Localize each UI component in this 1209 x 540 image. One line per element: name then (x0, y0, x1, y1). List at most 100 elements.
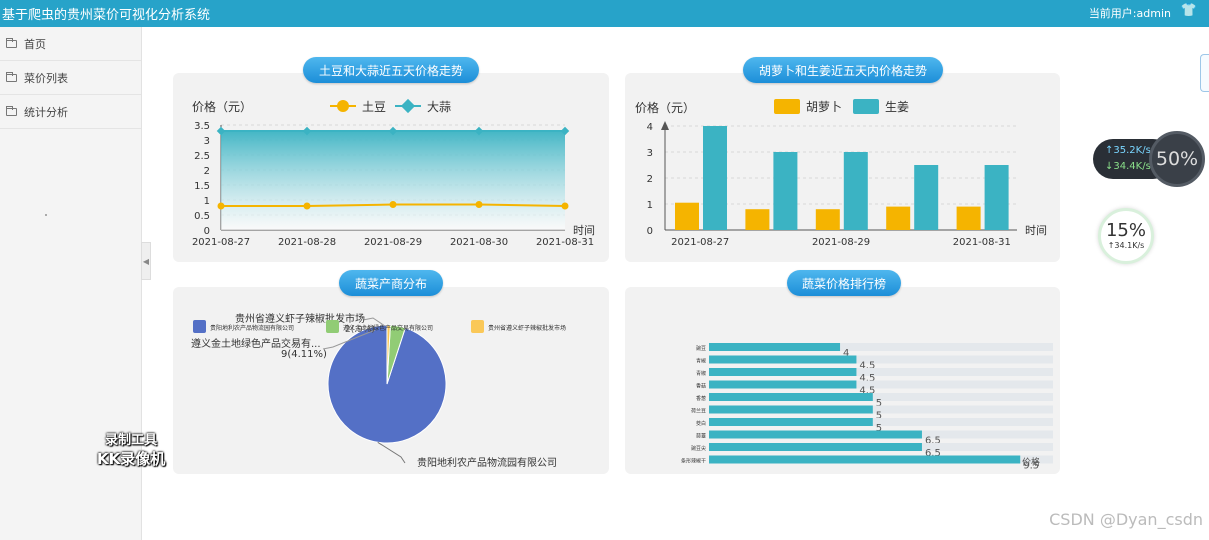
category-label: 香菇 (696, 383, 706, 390)
data-point-potato (389, 201, 397, 208)
label-leader-line (322, 329, 376, 350)
bar-ginger (703, 126, 727, 230)
legend-label: 贵阳地利农产品物流园有限公司 (210, 324, 294, 332)
bar-ginger (914, 165, 939, 230)
sidebar-item-label: 首页 (24, 37, 46, 51)
network-speed-widget[interactable]: ↑35.2K/s ↓34.4K/s 50% (1093, 131, 1207, 187)
x-tick-label: 2021-08-31 (536, 237, 594, 248)
value-label: 4 (843, 348, 849, 359)
legend-label: 贵州省遵义虾子辣椒批发市场 (488, 324, 566, 332)
y-tick-label: 3 (647, 148, 653, 159)
value-label: 4.5 (859, 373, 875, 384)
y-tick-label: 0 (204, 226, 210, 237)
folder-icon (6, 105, 17, 116)
y-tick-label: 3 (204, 136, 210, 147)
bar-track (709, 405, 1053, 414)
value-label: 4.5 (859, 361, 875, 372)
chart-title-ranking: 蔬菜价格排行榜 (787, 270, 901, 296)
folder-icon (6, 37, 17, 48)
label-leader-line (377, 441, 406, 464)
sidebar-item-price-list[interactable]: 菜价列表 (0, 61, 141, 95)
sidebar: 首页 菜价列表 统计分析 (0, 27, 142, 540)
horizontal-bar-chart: 豌豆 4 青椒 4.5 青椒 4.5 香菇 4.5 香葱 5 荷兰豆 5 茭白 5 蒜薹 6.5 豌豆尖 6.5 条… (681, 343, 1053, 472)
bar-track (709, 393, 1053, 401)
shirt-icon[interactable]: 👕 (1180, 3, 1197, 18)
bar (709, 380, 857, 389)
bar-ginger (843, 152, 868, 230)
category-label: 茭白 (696, 420, 706, 427)
sidebar-item-label: 统计分析 (24, 105, 68, 119)
top-header: 基于爬虫的贵州菜价可视化分析系统 当前用户:admin 👕 (0, 0, 1209, 27)
bar (709, 355, 857, 364)
sidebar-collapse-handle[interactable]: ◀ (141, 242, 151, 280)
bar-carrot (956, 206, 981, 230)
pie-chart: 贵阳地利农产品物流园有限公司遵义金土地绿色产品交易有...9(4.11%)贵州省… (191, 312, 566, 469)
bar-track (709, 355, 1053, 364)
data-point-potato (475, 201, 483, 208)
recorder-watermark: 录制工具 KK录像机 (97, 432, 165, 468)
x-tick-label: 2021-08-29 (812, 237, 870, 248)
y-tick-label: 2 (204, 166, 210, 177)
bar (709, 393, 873, 401)
legend-label: 大蒜 (427, 100, 451, 114)
bar (709, 405, 873, 414)
value-label: 6.5 (925, 436, 941, 447)
watermark-line2: KK录像机 (97, 450, 166, 468)
chart-title-producer: 蔬菜产商分布 (339, 270, 443, 296)
bar-track (709, 368, 1053, 376)
data-point-garlic (388, 126, 398, 136)
y-tick-label: 1 (204, 196, 210, 207)
x-tick-label: 2021-08-29 (364, 237, 422, 248)
bar (709, 368, 857, 376)
data-point-garlic (302, 126, 312, 136)
bar-carrot (815, 209, 840, 230)
slice-label: 贵州省遵义虾子辣椒批发市场 (235, 312, 365, 325)
bar-chart: 价格（元） 时间 0 1 2 3 4 2021-08-27 2021-08-29 2021-08-… (635, 99, 1047, 248)
chart-title-potato-garlic: 土豆和大蒜近五天价格走势 (303, 57, 479, 83)
legend-marker (400, 98, 416, 114)
bar (709, 430, 922, 439)
slice-label: 遵义金土地绿色产品交易有... (191, 337, 321, 350)
data-point-potato (561, 202, 569, 210)
y-axis-arrow (661, 121, 669, 130)
x-tick-label: 2021-08-27 (192, 237, 250, 248)
y-axis-title: 价格（元） (192, 99, 252, 114)
data-point-potato (217, 202, 225, 210)
legend-label: 遵义金土地绿色产品交易有限公司 (343, 324, 433, 332)
y-tick-label: 1 (647, 200, 653, 211)
x-tick-label: 2021-08-27 (671, 237, 729, 248)
label-leader-line (362, 317, 386, 327)
bar (709, 455, 1021, 464)
y-tick-label: 0.5 (194, 211, 210, 222)
y-tick-label: 0 (647, 226, 653, 237)
x-tick-label: 2021-08-31 (953, 237, 1011, 248)
y-tick-label: 1.5 (194, 181, 210, 192)
current-user[interactable]: 当前用户:admin (1088, 7, 1171, 20)
sidebar-item-statistics[interactable]: 统计分析 (0, 95, 141, 129)
bar (709, 343, 841, 351)
divider-dot (45, 214, 47, 216)
x-axis-title: 时间 (1025, 224, 1047, 237)
slice-label: 贵阳地利农产品物流园有限公司 (417, 456, 557, 469)
pie-slice (386, 324, 391, 385)
sidebar-item-label: 菜价列表 (24, 71, 68, 85)
cpu-speed: ↑34.1K/s (1107, 241, 1145, 250)
category-label: 青椒 (696, 358, 706, 365)
right-side-tab[interactable] (1200, 54, 1209, 92)
category-label: 蒜薹 (696, 433, 706, 440)
x-tick-label: 2021-08-28 (278, 237, 336, 248)
app-title: 基于爬虫的贵州菜价可视化分析系统 (2, 8, 211, 23)
legend-swatch (326, 320, 339, 333)
cpu-widget[interactable]: 15% ↑34.1K/s (1098, 208, 1154, 264)
pie-slice (327, 324, 447, 444)
slice-annotation: 9(4.11%) (281, 349, 327, 360)
sidebar-item-home[interactable]: 首页 (0, 27, 141, 61)
value-label: 5 (876, 398, 882, 409)
bar-carrot (675, 202, 699, 230)
bar (709, 443, 922, 451)
folder-icon (6, 71, 17, 82)
legend-swatch (774, 99, 800, 114)
value-label: 4.5 (859, 386, 875, 397)
download-speed: ↓34.4K/s (1105, 161, 1151, 172)
x-tick-label: 2021-08-30 (450, 237, 508, 248)
